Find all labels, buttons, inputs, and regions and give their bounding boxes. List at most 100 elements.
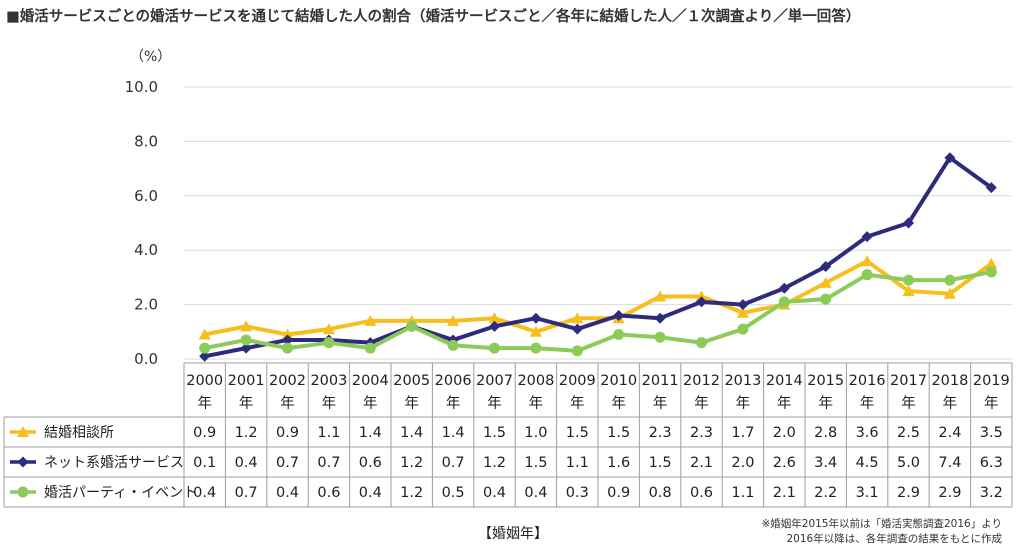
x-tick-label: 2005 [393, 373, 430, 389]
data-point [654, 331, 666, 343]
data-point [447, 314, 460, 326]
data-point [737, 299, 749, 311]
x-axis-label: 【婚姻年】 [478, 526, 548, 542]
table-cell-value: 1.2 [400, 455, 423, 471]
table-cell-value: 7.4 [938, 455, 961, 471]
data-point [198, 328, 211, 340]
data-point [737, 323, 749, 335]
data-point [571, 323, 583, 335]
table-cell-value: 4.5 [856, 455, 879, 471]
x-tick-label: 2002 [269, 373, 306, 389]
table-cell-value: 2.1 [773, 485, 796, 501]
data-point [654, 312, 666, 324]
x-tick-label: 2014 [766, 373, 803, 389]
x-tick-suffix: 年 [197, 395, 212, 412]
legend-marker [17, 486, 29, 498]
table-cell-value: 2.3 [690, 425, 713, 441]
x-tick-label: 2004 [352, 373, 389, 389]
data-point [240, 342, 252, 354]
table-cell-value: 0.7 [442, 455, 465, 471]
data-point [778, 282, 790, 294]
x-tick-label: 2001 [228, 373, 265, 389]
table-cell-value: 0.4 [276, 485, 299, 501]
y-tick-label: 10.0 [125, 78, 158, 96]
table-cell-value: 1.4 [442, 425, 465, 441]
y-tick-label: 2.0 [134, 296, 158, 314]
data-point [282, 334, 293, 346]
table-cell-value: 1.1 [566, 455, 589, 471]
data-point [488, 312, 501, 324]
data-point [695, 290, 708, 302]
x-tick-suffix: 年 [280, 395, 295, 412]
table-cell-value: 1.2 [483, 455, 506, 471]
x-tick-suffix: 年 [529, 395, 544, 412]
data-point [613, 309, 625, 321]
x-tick-suffix: 年 [736, 395, 751, 412]
table-cell-value: 1.1 [731, 485, 754, 501]
x-tick-suffix: 年 [322, 395, 337, 412]
table-cell-value: 0.8 [649, 485, 672, 501]
x-tick-suffix: 年 [611, 395, 626, 412]
table-cell-value: 0.4 [235, 455, 258, 471]
legend-label: 婚活パーティ・イベント [44, 485, 197, 501]
table-cell-value: 1.2 [235, 425, 258, 441]
data-point [819, 276, 832, 288]
table-cell-value: 0.4 [524, 485, 547, 501]
data-point [861, 255, 874, 267]
legend-label: ネット系婚活サービス [44, 455, 184, 471]
table-cell-value: 1.7 [731, 425, 754, 441]
y-tick-label: 4.0 [134, 241, 158, 259]
x-tick-suffix: 年 [777, 395, 792, 412]
table-cell-value: 0.1 [193, 455, 216, 471]
x-tick-label: 2012 [683, 373, 720, 389]
table-cell-value: 2.8 [814, 425, 837, 441]
x-tick-suffix: 年 [487, 395, 502, 412]
table-cell-value: 1.5 [566, 425, 589, 441]
data-point [944, 152, 956, 164]
data-point [322, 323, 335, 335]
table-cell-value: 1.0 [524, 425, 547, 441]
x-tick-suffix: 年 [984, 395, 999, 412]
table-cell-value: 2.5 [897, 425, 920, 441]
table-cell-value: 5.0 [897, 455, 920, 471]
table-cell-value: 0.5 [442, 485, 465, 501]
table-cell-value: 1.5 [524, 455, 547, 471]
x-tick-label: 2007 [476, 373, 513, 389]
data-point [447, 339, 459, 351]
table-cell-value: 2.0 [731, 455, 754, 471]
footnote-line-2: 2016年以降は、各年調査の結果をもとに作成 [786, 533, 1002, 545]
table-cell-value: 0.9 [276, 425, 299, 441]
table-cell-value: 0.9 [607, 485, 630, 501]
data-point [943, 287, 956, 299]
table-cell-value: 2.9 [938, 485, 961, 501]
table-cell-value: 2.6 [773, 455, 796, 471]
data-point [820, 293, 832, 305]
x-tick-suffix: 年 [943, 395, 958, 412]
table-cell-value: 6.3 [980, 455, 1003, 471]
data-point [489, 342, 500, 354]
table-cell-value: 0.7 [235, 485, 258, 501]
y-tick-label: 8.0 [134, 132, 158, 150]
legend-label: 結婚相談所 [44, 425, 114, 441]
data-point [985, 257, 998, 269]
y-axis-unit: （%） [130, 49, 172, 65]
x-tick-label: 2009 [559, 373, 596, 389]
data-point [985, 266, 997, 278]
data-point [489, 320, 500, 332]
table-cell-value: 3.1 [856, 485, 879, 501]
x-tick-label: 2006 [435, 373, 472, 389]
table-cell-value: 0.7 [317, 455, 340, 471]
x-tick-suffix: 年 [446, 395, 461, 412]
x-tick-suffix: 年 [239, 395, 254, 412]
x-tick-label: 2016 [849, 373, 886, 389]
x-tick-label: 2008 [517, 373, 554, 389]
table-cell-value: 1.5 [607, 425, 630, 441]
series-line [204, 155, 993, 359]
x-tick-suffix: 年 [860, 395, 875, 412]
data-point [903, 274, 914, 286]
table-cell-value: 1.5 [483, 425, 506, 441]
data-point [696, 337, 707, 349]
data-point [654, 290, 667, 302]
legend-marker [17, 456, 29, 468]
